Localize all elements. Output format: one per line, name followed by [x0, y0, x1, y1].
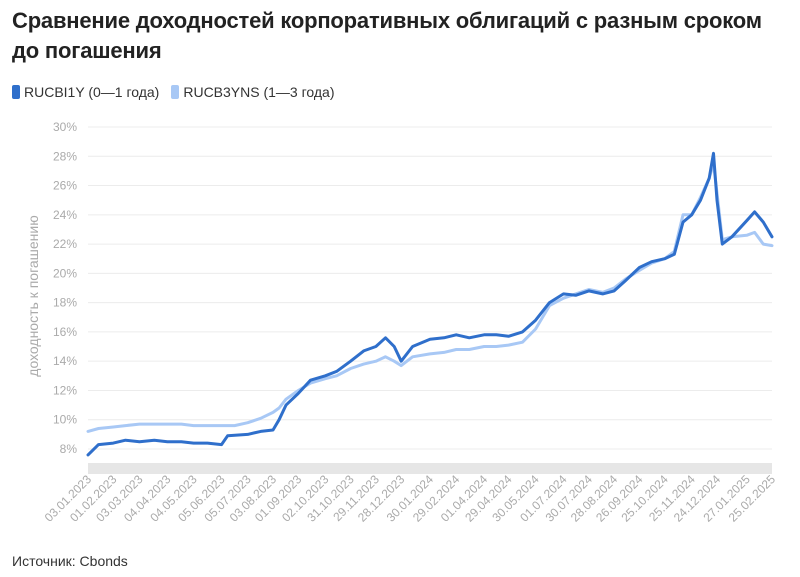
- y-tick-label: 8%: [60, 442, 78, 456]
- chart-title: Сравнение доходностей корпоративных обли…: [12, 8, 762, 63]
- legend-swatch-rucb3yns: [171, 85, 180, 99]
- legend: RUCBI1Y (0—1 года) RUCB3YNS (1—3 года): [12, 84, 335, 100]
- source-note: Источник: Cbonds: [12, 553, 128, 569]
- series-line-rucbi1y: [86, 151, 774, 457]
- legend-label-rucb3yns: RUCB3YNS (1—3 года): [183, 84, 335, 100]
- y-tick-label: 16%: [53, 325, 77, 339]
- grid-lines: [88, 126, 772, 450]
- y-tick-label: 10%: [53, 413, 77, 427]
- y-tick-label: 30%: [53, 120, 77, 134]
- y-axis-label: доходность к погашению: [25, 215, 41, 376]
- legend-label-rucbi1y: RUCBI1Y (0—1 года): [24, 84, 160, 100]
- y-tick-label: 14%: [53, 354, 77, 368]
- x-axis-band: [88, 463, 772, 474]
- y-ticks: 8% 10% 12% 14% 16% 18% 20% 22% 24% 26% 28% 30%: [53, 120, 77, 456]
- legend-item-rucbi1y: RUCBI1Y (0—1 года): [12, 84, 159, 100]
- y-tick-label: 28%: [53, 149, 77, 163]
- legend-swatch-rucbi1y: [12, 85, 20, 99]
- series-line-rucb3yns: [86, 162, 774, 433]
- y-tick-label: 20%: [53, 266, 77, 280]
- y-tick-label: 18%: [53, 296, 77, 310]
- y-tick-label: 22%: [53, 237, 77, 251]
- series-lines: [86, 151, 774, 457]
- y-tick-label: 12%: [53, 383, 77, 397]
- x-ticks: 03.01.202301.02.202303.03.202304.04.2023…: [42, 472, 779, 525]
- y-tick-label: 24%: [53, 208, 77, 222]
- legend-item-rucb3yns: RUCB3YNS (1—3 года): [171, 84, 335, 100]
- y-tick-label: 26%: [53, 179, 77, 193]
